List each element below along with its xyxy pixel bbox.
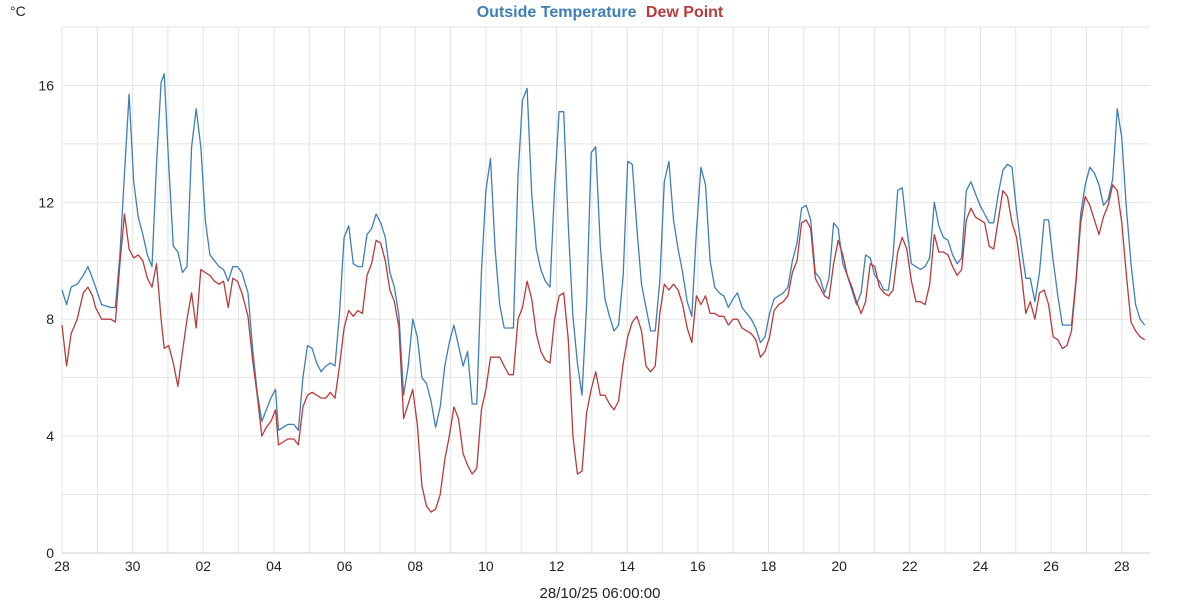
grid-lines [61, 26, 1150, 554]
y-tick-label: 16 [38, 77, 54, 93]
x-tick-label: 08 [407, 558, 423, 574]
x-tick-label: 28 [54, 558, 70, 574]
x-tick-label: 10 [478, 558, 494, 574]
x-tick-label: 22 [902, 558, 918, 574]
y-tick-label: 4 [46, 428, 54, 444]
chart-title: Outside Temperature Dew Point [477, 4, 724, 21]
x-tick-label: 06 [337, 558, 353, 574]
y-tick-label: 12 [38, 194, 54, 210]
x-tick-label: 30 [125, 558, 141, 574]
x-tick-label: 20 [831, 558, 847, 574]
x-tick-label: 12 [549, 558, 565, 574]
x-tick-label: 18 [761, 558, 777, 574]
x-tick-label: 04 [266, 558, 282, 574]
y-axis-label: °C [10, 3, 26, 19]
y-tick-label: 8 [46, 311, 54, 327]
title-series-outside-temperature: Outside Temperature [477, 4, 637, 21]
x-tick-label: 26 [1043, 558, 1059, 574]
y-axis-ticks: 0 4 8 12 16 [38, 77, 54, 561]
x-axis-label: 28/10/25 06:00:00 [540, 585, 661, 600]
series-lines [61, 73, 1146, 513]
x-axis-ticks: 28 30 02 04 06 08 10 12 14 16 18 20 22 24 26 28 [54, 558, 1130, 574]
x-tick-label: 28 [1114, 558, 1130, 574]
series-line-dew-point [61, 184, 1146, 513]
title-series-dew-point: Dew Point [646, 4, 724, 21]
x-tick-label: 24 [973, 558, 989, 574]
x-tick-label: 14 [619, 558, 635, 574]
series-line-outside-temperature [61, 73, 1146, 431]
y-tick-label: 0 [46, 545, 54, 561]
x-tick-label: 02 [196, 558, 212, 574]
x-tick-label: 16 [690, 558, 706, 574]
